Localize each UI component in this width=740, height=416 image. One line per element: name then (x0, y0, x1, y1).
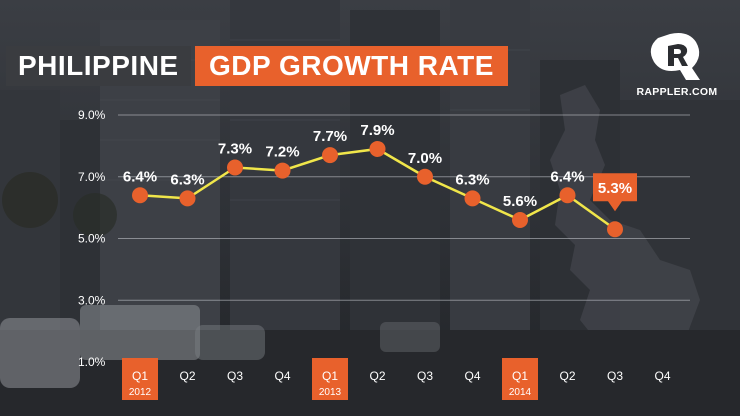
year-marker (312, 358, 348, 400)
data-label: 6.4% (123, 168, 157, 185)
title-metric: GDP GROWTH RATE (195, 46, 508, 86)
data-label: 7.2% (265, 144, 299, 161)
data-label: 7.0% (408, 150, 442, 167)
callout-box (593, 173, 637, 212)
data-point (512, 211, 528, 228)
data-label: 5.6% (503, 193, 537, 210)
data-point (464, 190, 481, 207)
year-label: 2013 (319, 387, 342, 398)
data-label: 7.3% (218, 140, 252, 157)
data-labels: 6.4% 6.3% 7.3% 7.2% 7.7% 7.9% 7.0% 6.3% 5.6% 6.4%… (123, 122, 632, 210)
x-tick-label: Q1 (132, 369, 148, 383)
rappler-logo: RAPPLER.COM (632, 28, 722, 98)
gdp-series-line (139, 147, 616, 231)
year-marker (122, 358, 158, 400)
data-point (369, 140, 386, 157)
x-tick-label: Q3 (227, 369, 243, 383)
data-point (227, 159, 243, 176)
gridlines (118, 114, 690, 301)
y-tick-label: 7.0% (78, 170, 106, 184)
x-tick-label: Q2 (369, 369, 385, 383)
x-tick-label: Q3 (417, 369, 433, 383)
x-axis-ticks: Q1 2012 Q2 Q3 Q4 Q1 2013 Q2 Q3 Q4 Q1 2014 Q2 Q3 Q4 (122, 358, 671, 400)
year-label: 2014 (509, 387, 532, 398)
data-label: 5.3% (598, 180, 632, 197)
data-point (559, 187, 576, 204)
x-tick-label: Q2 (179, 369, 195, 383)
x-tick-label: Q2 (559, 369, 575, 383)
data-point (417, 168, 433, 185)
x-tick-label: Q4 (274, 369, 290, 383)
y-axis-ticks: 1.0% 3.0% 5.0% 7.0% 9.0% (78, 108, 106, 369)
title-country: PHILIPPINE (6, 46, 191, 86)
y-tick-label: 9.0% (78, 108, 106, 122)
data-label: 7.9% (360, 122, 394, 139)
data-point (274, 162, 291, 179)
data-label: 6.3% (170, 171, 204, 188)
data-points (132, 140, 623, 238)
x-tick-label: Q1 (322, 369, 338, 383)
brand-name: RAPPLER.COM (636, 86, 718, 98)
data-point (179, 190, 196, 207)
x-tick-label: Q4 (464, 369, 480, 383)
data-label: 7.7% (313, 128, 347, 145)
y-tick-label: 5.0% (78, 232, 106, 246)
data-label: 6.4% (550, 168, 584, 185)
data-point (132, 187, 148, 204)
x-tick-label: Q4 (654, 369, 670, 383)
rappler-logo-icon (650, 33, 700, 80)
data-point (607, 221, 623, 238)
year-label: 2012 (129, 387, 152, 398)
year-marker (502, 358, 538, 400)
y-tick-label: 1.0% (78, 355, 106, 369)
x-tick-label: Q3 (607, 369, 623, 383)
data-point (322, 147, 338, 164)
y-tick-label: 3.0% (78, 293, 106, 307)
latest-callout (593, 173, 637, 212)
x-tick-label: Q1 (512, 369, 528, 383)
data-label: 6.3% (455, 171, 489, 188)
